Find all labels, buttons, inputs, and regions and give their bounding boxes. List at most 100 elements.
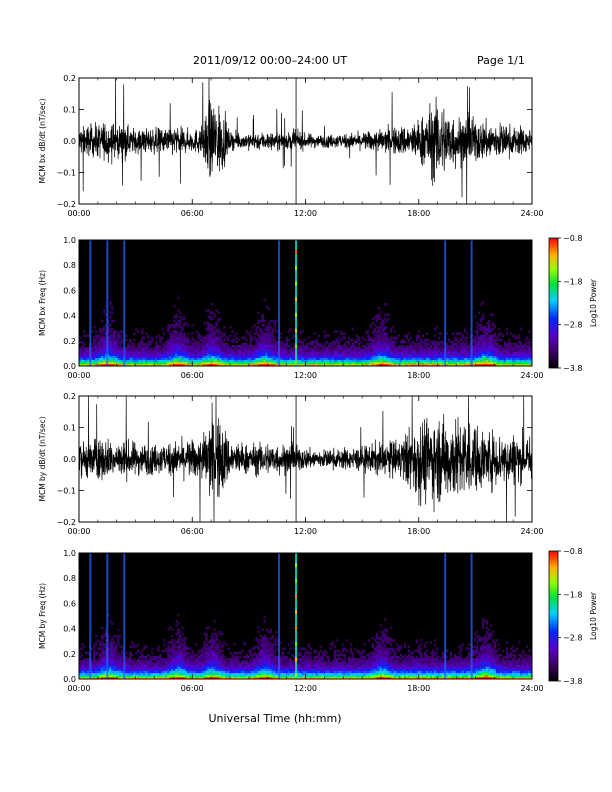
spectrogram-cell	[259, 676, 262, 680]
spectrogram-cell	[233, 357, 236, 361]
spectrogram-cell	[135, 355, 138, 358]
spectrogram-cell	[197, 676, 200, 680]
spectrogram-cell	[209, 357, 212, 361]
spectrogram-cell	[205, 655, 208, 659]
spectrogram-cell	[267, 349, 270, 352]
spectrogram-cell	[115, 357, 118, 361]
spectrogram-cell	[343, 342, 346, 346]
spectrogram-cell	[493, 359, 497, 363]
spectrogram-cell	[299, 345, 302, 348]
spectrogram-cell	[117, 347, 120, 350]
spectrogram-cell	[413, 357, 417, 361]
spectrogram-cell	[477, 351, 481, 354]
spectrogram-cell	[297, 351, 300, 354]
spectrogram-cell	[507, 357, 511, 361]
spectrogram-cell	[163, 363, 166, 367]
spectrogram-cell	[193, 658, 196, 661]
spectrogram-cell	[528, 351, 531, 354]
spectrogram-cell	[309, 351, 312, 354]
spectrogram-cell	[243, 355, 246, 358]
spectrogram-cell	[249, 357, 252, 361]
spectrogram-cell	[453, 351, 457, 354]
spectrogram-cell	[153, 658, 156, 661]
spectrogram-cell	[215, 321, 218, 325]
spectrogram-cell	[145, 363, 148, 367]
spectrogram-cell	[231, 340, 234, 344]
spectrogram-cell	[413, 349, 417, 352]
spectrogram-cell	[177, 334, 180, 337]
spectrogram-cell	[217, 664, 220, 667]
spectrogram-cell	[131, 347, 134, 350]
spectrogram-cell	[219, 658, 222, 661]
spectrogram-cell	[229, 664, 232, 667]
spectrogram-cell	[273, 658, 276, 661]
spectrogram-cell	[205, 639, 208, 642]
spectrogram-cell	[145, 662, 148, 665]
spectrogram-cell	[365, 347, 368, 350]
spectrogram-cell	[463, 328, 467, 331]
spectrogram-cell	[415, 345, 419, 348]
spectrogram-cell	[149, 355, 152, 358]
spectrogram-cell	[243, 660, 246, 663]
spectrogram-cell	[133, 666, 136, 669]
spectrogram-cell	[375, 363, 379, 367]
spectrogram-cell	[395, 357, 399, 361]
spectrogram-cell	[505, 359, 509, 363]
spectrogram-cell	[491, 338, 495, 342]
spectrogram-cell	[279, 363, 282, 367]
spectrogram-cell	[343, 359, 346, 363]
spectrogram-cell	[269, 637, 272, 640]
spectrogram-cell	[487, 345, 491, 348]
spectrogram-cell	[153, 655, 156, 659]
spectrogram-cell	[355, 357, 358, 361]
spectrogram-cell	[157, 660, 160, 663]
spectrogram-cell	[79, 353, 82, 356]
spectrogram-cell	[381, 359, 385, 363]
spectrogram-cell	[223, 347, 226, 350]
spectrogram-cell	[447, 359, 451, 363]
spectrogram-cell	[101, 359, 104, 363]
spectrogram-cell	[129, 338, 132, 342]
spectrogram-cell	[449, 359, 453, 363]
spectrogram-cell	[225, 676, 228, 680]
spectrogram-cell	[403, 351, 407, 354]
spectrogram-cell	[514, 342, 517, 346]
spectrogram-cell	[483, 345, 487, 348]
spectrogram-cell	[211, 672, 214, 676]
spectrogram-cell	[357, 338, 360, 342]
spectrogram-cell	[485, 351, 489, 354]
spectrogram-cell	[421, 361, 425, 365]
spectrogram-cell	[87, 353, 90, 356]
spectrogram-cell	[79, 363, 82, 367]
spectrogram-cell	[522, 359, 525, 363]
spectrogram-cell	[493, 326, 497, 329]
spectrogram-cell	[163, 361, 166, 365]
spectrogram-cell	[85, 676, 88, 680]
spectrogram-cell	[427, 351, 431, 354]
spectrogram-cell	[131, 645, 134, 648]
spectrogram-cell	[205, 666, 208, 669]
spectrogram-cell	[289, 353, 292, 356]
spectrogram-cell	[379, 311, 383, 314]
spectrogram-cell	[503, 361, 507, 365]
spectrogram-cell	[471, 353, 475, 356]
spectrogram-cell	[389, 347, 393, 350]
spectrogram-cell	[159, 658, 162, 661]
spectrogram-cell	[239, 666, 242, 669]
spectrogram-cell	[161, 658, 164, 661]
spectrogram-cell	[155, 668, 158, 671]
spectrogram-cell	[161, 357, 164, 361]
spectrogram-cell	[311, 353, 314, 356]
spectrogram-cell	[183, 676, 186, 680]
spectrogram-cell	[217, 643, 220, 646]
spectrogram-cell	[499, 359, 503, 363]
spectrogram-cell	[381, 328, 385, 331]
spectrogram-cell	[451, 353, 455, 356]
spectrogram-cell	[524, 351, 527, 354]
spectrogram-cell	[215, 639, 218, 642]
spectrogram-cell	[199, 345, 202, 348]
colorbar-label-1: Log10 Power	[589, 278, 598, 327]
spectrogram-cell	[389, 336, 393, 340]
spectrogram-cell	[81, 643, 84, 646]
spectrogram-cell	[437, 332, 441, 335]
